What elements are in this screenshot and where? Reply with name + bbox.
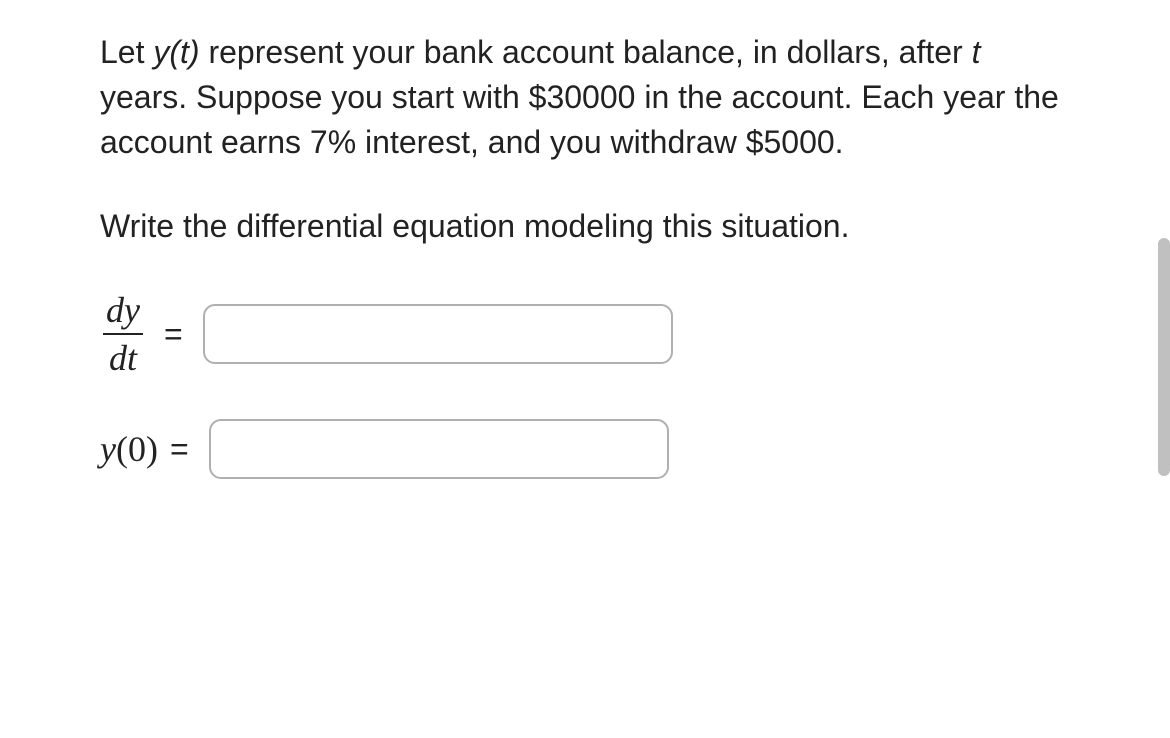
dydt-input[interactable] [203,304,673,364]
problem-text-part3: years. Suppose you start with $30000 in … [100,79,1059,160]
fraction-denominator: dt [103,333,143,379]
y0-input[interactable] [209,419,669,479]
problem-text-part1: Let [100,34,153,70]
equation-dydt-row: dy dt = [100,289,1070,379]
y-letter: y [100,429,116,469]
problem-text-part2: represent your bank account balance, in … [200,34,972,70]
scrollbar-thumb[interactable] [1158,238,1170,476]
problem-statement: Let y(t) represent your bank account bal… [100,30,1070,164]
fraction-dydt: dy dt [100,289,146,379]
equation-y0-row: y(0) = [100,419,1070,479]
paren-open: ( [116,429,128,469]
problem-text-t: t [972,34,981,70]
instruction-text: Write the differential equation modeling… [100,204,1070,249]
zero-digit: 0 [128,429,146,469]
equals-sign-1: = [164,316,183,353]
y-zero-label: y(0) [100,428,158,470]
equals-sign-2: = [170,431,189,468]
problem-text-yt: y(t) [153,34,199,70]
fraction-numerator: dy [100,289,146,333]
paren-close: ) [146,429,158,469]
